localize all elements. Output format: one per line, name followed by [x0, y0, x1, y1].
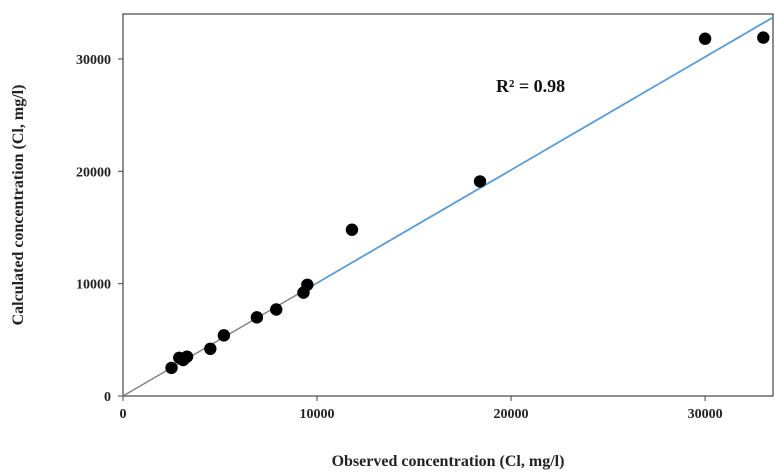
- axis-ticks: 0 10000 20000 30000 0 10000 20000 30000: [76, 53, 723, 422]
- x-axis-title: Observed concentration (Cl, mg/l): [332, 453, 565, 470]
- y-tick-label: 20000: [76, 165, 111, 180]
- data-point: [180, 350, 194, 363]
- y-tick-label: 0: [104, 390, 111, 405]
- y-axis-title: Calculated concentration (Cl, mg/l): [10, 85, 27, 326]
- data-point: [757, 31, 770, 44]
- data-point: [698, 32, 712, 45]
- trend-line-upper: [316, 16, 774, 284]
- data-points: [165, 31, 770, 375]
- data-point: [250, 311, 264, 324]
- plot-frame: [122, 13, 774, 397]
- x-tick-label: 10000: [300, 407, 335, 422]
- x-tick-label: 20000: [494, 407, 529, 422]
- data-point: [301, 278, 314, 291]
- y-tick-label: 30000: [76, 53, 111, 68]
- data-point: [204, 342, 217, 356]
- data-point: [165, 361, 178, 375]
- data-point: [270, 303, 283, 316]
- x-tick-label: 0: [120, 407, 127, 422]
- data-point: [473, 175, 487, 188]
- x-tick-label: 30000: [688, 407, 723, 422]
- y-tick-label: 10000: [76, 278, 111, 293]
- r-squared-annotation: R² = 0.98: [496, 76, 565, 96]
- data-point: [217, 329, 231, 342]
- data-point: [345, 223, 359, 236]
